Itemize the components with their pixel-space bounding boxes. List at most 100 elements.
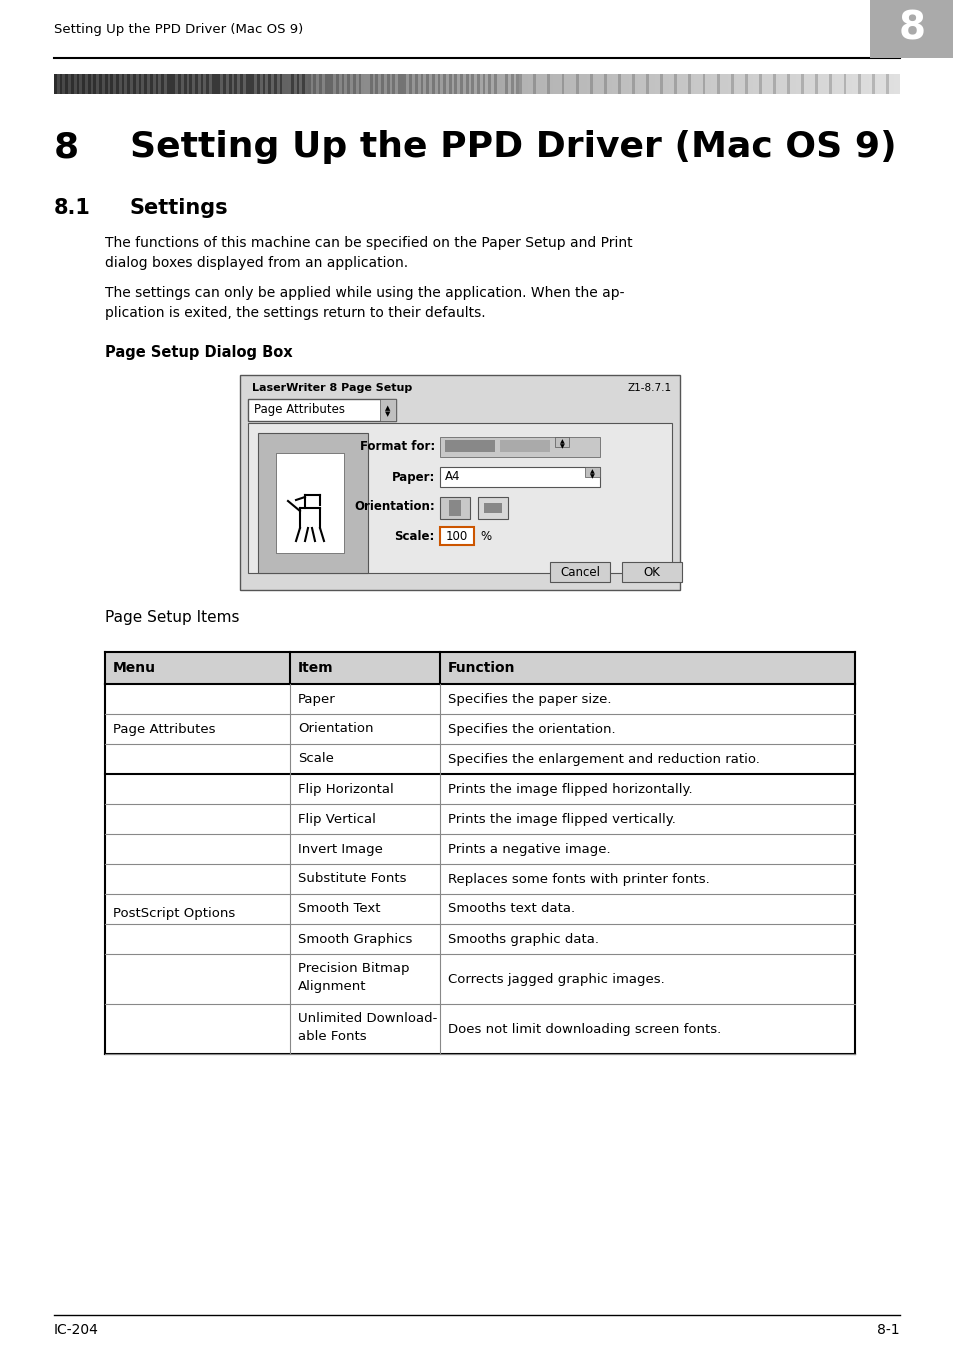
Text: Replaces some fonts with printer fonts.: Replaces some fonts with printer fonts. xyxy=(448,872,709,886)
Bar xyxy=(795,74,799,95)
Bar xyxy=(639,74,643,95)
Bar xyxy=(750,74,753,95)
Bar xyxy=(730,74,734,95)
Bar xyxy=(502,74,505,95)
Bar xyxy=(324,74,328,95)
Bar xyxy=(217,74,221,95)
Bar xyxy=(275,453,344,553)
Bar xyxy=(491,74,494,95)
Bar xyxy=(823,74,826,95)
Text: Specifies the paper size.: Specifies the paper size. xyxy=(448,692,611,706)
Bar xyxy=(367,74,370,95)
Bar xyxy=(485,74,488,95)
Bar xyxy=(389,74,393,95)
Bar xyxy=(482,74,485,95)
Bar xyxy=(567,74,570,95)
Text: Flip Vertical: Flip Vertical xyxy=(297,813,375,826)
Bar xyxy=(364,74,367,95)
Bar xyxy=(347,74,351,95)
Bar xyxy=(620,74,623,95)
Bar xyxy=(701,74,705,95)
Bar xyxy=(606,74,609,95)
Bar xyxy=(432,74,435,95)
Text: Setting Up the PPD Driver (Mac OS 9): Setting Up the PPD Driver (Mac OS 9) xyxy=(130,130,896,164)
Bar xyxy=(415,74,417,95)
Bar xyxy=(497,74,499,95)
Bar xyxy=(483,503,501,512)
Bar xyxy=(828,74,832,95)
Bar xyxy=(200,74,204,95)
Bar xyxy=(513,74,517,95)
Bar xyxy=(753,74,756,95)
Text: A4: A4 xyxy=(444,470,460,484)
Bar xyxy=(642,74,646,95)
Bar xyxy=(648,74,652,95)
Bar xyxy=(197,74,201,95)
Bar xyxy=(508,74,511,95)
Bar xyxy=(321,74,325,95)
Bar xyxy=(130,74,133,95)
Bar xyxy=(316,74,319,95)
Bar xyxy=(547,74,550,95)
Bar xyxy=(707,74,711,95)
Bar xyxy=(296,74,299,95)
Bar xyxy=(877,74,880,95)
Bar xyxy=(626,74,629,95)
Bar xyxy=(60,74,63,95)
Bar xyxy=(57,74,60,95)
Bar xyxy=(882,74,885,95)
Bar xyxy=(536,74,539,95)
Bar xyxy=(809,74,812,95)
Bar xyxy=(164,74,167,95)
Bar xyxy=(353,74,355,95)
Bar xyxy=(697,74,700,95)
Bar xyxy=(530,74,534,95)
Bar xyxy=(451,74,455,95)
Bar xyxy=(187,74,190,95)
Bar xyxy=(499,439,550,452)
Bar xyxy=(629,74,632,95)
Bar xyxy=(240,375,679,589)
Bar xyxy=(575,74,578,95)
Bar xyxy=(781,74,784,95)
Bar xyxy=(668,74,671,95)
Bar xyxy=(868,74,871,95)
Bar xyxy=(479,74,482,95)
Text: ▼: ▼ xyxy=(559,445,564,449)
Bar xyxy=(880,74,882,95)
Bar xyxy=(869,0,953,58)
Bar xyxy=(727,74,731,95)
Bar xyxy=(510,74,514,95)
Text: The settings can only be applied while using the application. When the ap-
plica: The settings can only be applied while u… xyxy=(105,287,624,320)
Bar xyxy=(598,74,601,95)
Bar xyxy=(138,74,142,95)
Bar xyxy=(857,74,861,95)
Bar xyxy=(229,74,232,95)
Bar xyxy=(637,74,640,95)
Bar xyxy=(406,74,410,95)
Text: able Fonts: able Fonts xyxy=(297,1030,366,1042)
Bar xyxy=(635,74,638,95)
Text: Specifies the orientation.: Specifies the orientation. xyxy=(448,722,615,735)
Bar xyxy=(818,74,821,95)
Bar xyxy=(161,74,164,95)
Bar xyxy=(330,74,334,95)
Bar xyxy=(403,74,407,95)
Bar xyxy=(282,74,286,95)
Bar xyxy=(344,74,348,95)
Text: 8.1: 8.1 xyxy=(54,197,91,218)
Bar xyxy=(505,74,508,95)
Bar xyxy=(113,74,116,95)
Text: %: % xyxy=(479,530,491,542)
Bar xyxy=(209,74,213,95)
Bar xyxy=(167,74,170,95)
Bar xyxy=(265,74,269,95)
Text: Settings: Settings xyxy=(130,197,229,218)
Text: 100: 100 xyxy=(445,530,468,542)
Bar xyxy=(252,74,254,95)
Bar xyxy=(62,74,66,95)
Text: Paper: Paper xyxy=(297,692,335,706)
Bar xyxy=(333,74,336,95)
Bar xyxy=(237,74,240,95)
Bar xyxy=(454,74,457,95)
